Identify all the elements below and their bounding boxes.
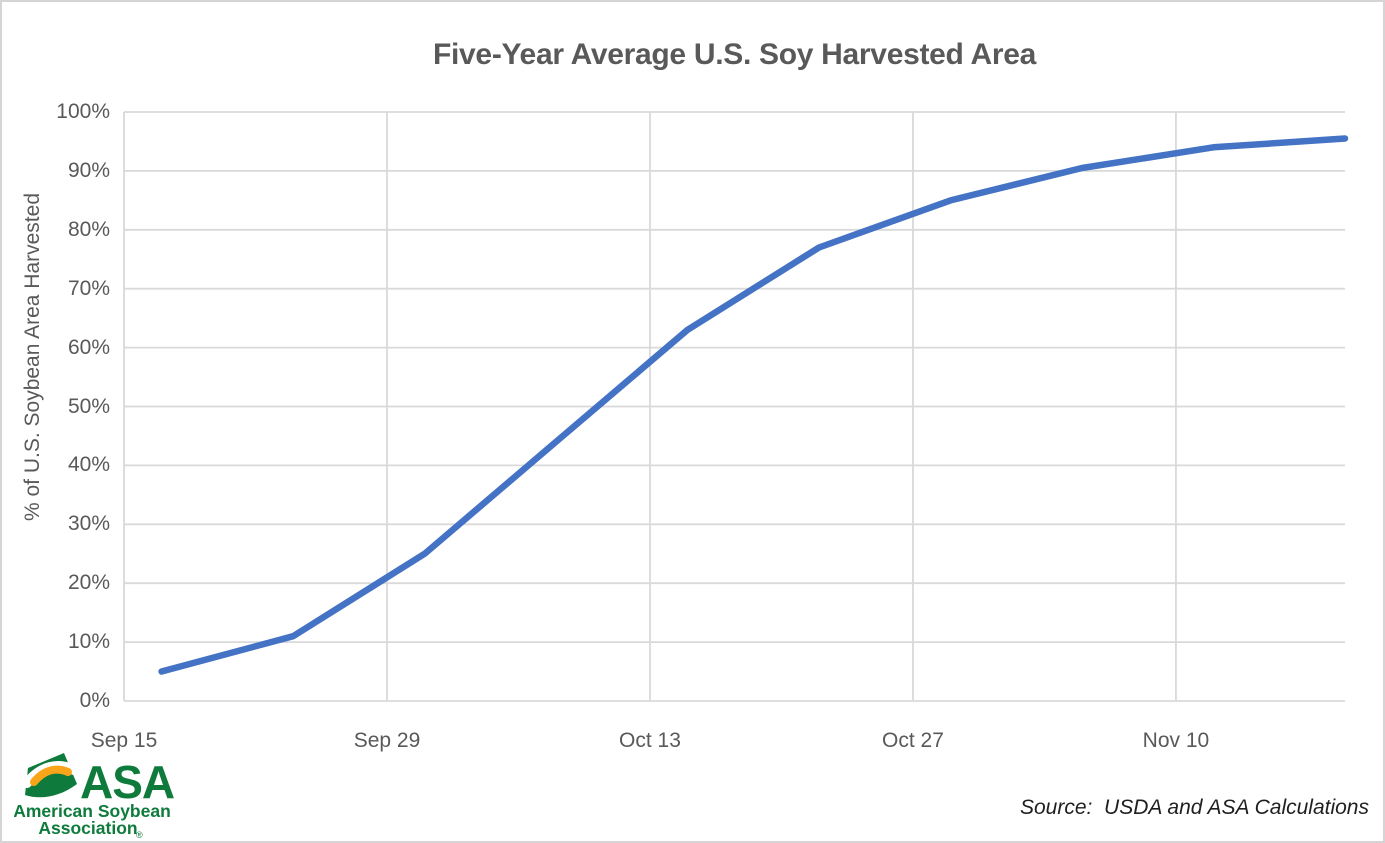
y-tick-label: 0%: [79, 689, 110, 712]
logo-acronym: ASA: [80, 756, 174, 808]
source-note: Source: USDA and ASA Calculations: [1019, 796, 1369, 819]
y-tick-label: 50%: [67, 394, 110, 418]
y-tick-label: 70%: [67, 276, 110, 300]
y-tick-label: 20%: [67, 571, 110, 595]
y-tick-label: 30%: [67, 512, 110, 536]
asa-logo: ASA American Soybean Association ®: [14, 750, 184, 841]
y-tick-label: 80%: [67, 217, 110, 241]
series-line: [158, 135, 1349, 675]
y-tick-label: 60%: [67, 335, 110, 359]
x-tick-label: Oct 13: [619, 729, 681, 752]
y-tick-label: 100%: [56, 100, 110, 123]
y-tick-label: 40%: [67, 453, 110, 477]
y-tick-label: 90%: [67, 158, 110, 182]
registered-mark: ®: [136, 830, 143, 840]
x-tick-label: Sep 15: [90, 729, 158, 752]
y-tick-label: 10%: [67, 630, 110, 654]
logo-line1: American Soybean: [14, 801, 171, 821]
x-tick-label: Oct 27: [882, 729, 944, 752]
x-tick-label: Nov 10: [1142, 729, 1210, 752]
x-tick-label: Sep 29: [353, 729, 421, 752]
logo-line2: Association: [38, 818, 137, 838]
chart-title: Five-Year Average U.S. Soy Harvested Are…: [432, 38, 1036, 71]
soybean-flag-icon: [22, 753, 79, 798]
